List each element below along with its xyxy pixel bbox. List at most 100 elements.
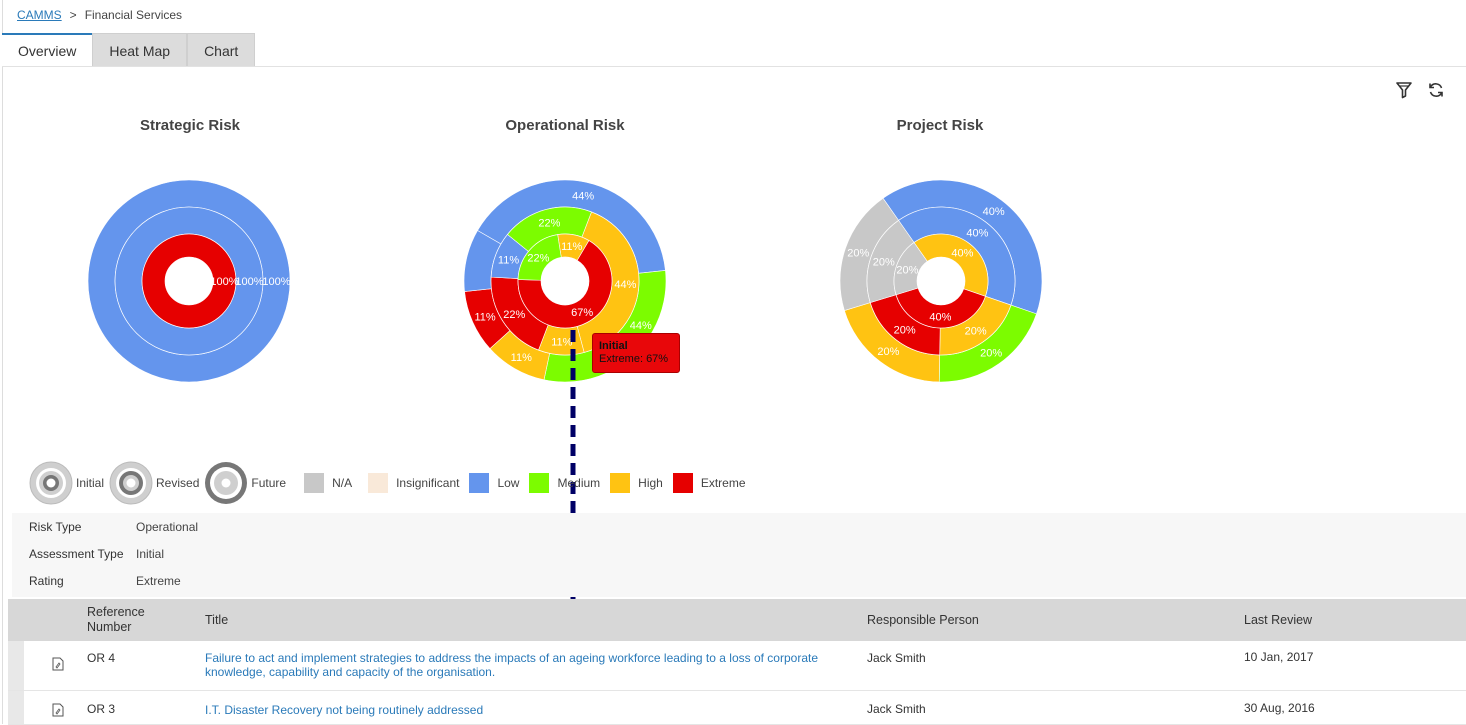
middle-ring-data-label: 20% xyxy=(894,324,916,336)
inner-ring-segment-medium[interactable] xyxy=(517,234,562,281)
inner-ring-data-label: 40% xyxy=(929,311,951,323)
legend-future-label: Future xyxy=(251,476,287,490)
ring-separator xyxy=(114,206,264,356)
filter-icon[interactable] xyxy=(1394,80,1414,100)
inner-ring-data-label: 100% xyxy=(210,276,238,288)
header-reference-line2: Number xyxy=(87,620,132,634)
filter-summary: Risk Type Operational Assessment Type In… xyxy=(12,513,1466,597)
tab-chart[interactable]: Chart xyxy=(187,33,256,67)
operational-risk-title: Operational Risk xyxy=(505,117,625,134)
inner-ring-data-label: 40% xyxy=(951,248,973,260)
row-title-line2: knowledge, capability and capacity of th… xyxy=(205,665,496,679)
table-row[interactable]: OR 3 I.T. Disaster Recovery not being ro… xyxy=(8,691,1466,725)
legend-na-label: N/A xyxy=(332,476,353,490)
filter-value: Extreme xyxy=(136,574,181,588)
high-swatch xyxy=(610,473,631,493)
outer-ring-data-label: 11% xyxy=(474,312,495,324)
middle-ring-data-label: 11% xyxy=(498,254,519,266)
legend-high-label: High xyxy=(638,476,663,490)
legend-extreme[interactable]: Extreme xyxy=(672,473,746,493)
legend-insignificant[interactable]: Insignificant xyxy=(368,473,459,493)
outer-ring-data-label: 44% xyxy=(630,320,652,332)
header-responsible-person[interactable]: Responsible Person xyxy=(867,613,979,627)
inner-ring-segment-extreme[interactable] xyxy=(517,240,613,329)
inner-ring-data-label: 22% xyxy=(527,253,549,265)
legend-medium[interactable]: Medium xyxy=(529,473,600,493)
inner-ring-segment-high[interactable] xyxy=(913,233,989,297)
project-risk-chart[interactable]: 40%20%20%20%40%20%20%20%40%40%20% xyxy=(839,179,1043,390)
low-swatch xyxy=(469,473,490,493)
middle-ring-data-label: 40% xyxy=(966,228,988,240)
row-title-link[interactable]: Failure to act and implement strategies … xyxy=(205,651,818,679)
filter-key: Risk Type xyxy=(29,520,82,534)
legend-na[interactable]: N/A xyxy=(304,473,352,493)
refresh-icon[interactable] xyxy=(1426,80,1446,100)
inner-ring-data-label: 11% xyxy=(561,241,582,253)
operational-risk-chart[interactable]: 44%44%11%11%44%11%22%11%22%11%67%22% xyxy=(463,179,667,390)
row-responsible-person: Jack Smith xyxy=(867,702,926,716)
strategic-risk-title: Strategic Risk xyxy=(139,117,241,134)
legend-low-label: Low xyxy=(497,476,520,490)
header-last-review[interactable]: Last Review xyxy=(1244,613,1313,627)
filter-value: Operational xyxy=(136,520,199,534)
middle-ring-data-label: 22% xyxy=(503,309,525,321)
na-swatch xyxy=(304,473,325,493)
middle-ring-data-label: 22% xyxy=(538,218,560,230)
filter-key: Rating xyxy=(29,574,64,588)
inner-ring-segment-extreme[interactable] xyxy=(141,233,237,329)
project-risk-title: Project Risk xyxy=(896,117,984,134)
legend-initial-label: Initial xyxy=(76,476,105,490)
header-title[interactable]: Title xyxy=(205,613,229,627)
legend-high[interactable]: High xyxy=(610,473,663,493)
breadcrumb: CAMMS > Financial Services xyxy=(17,8,182,22)
tooltip-title: Initial xyxy=(599,340,628,352)
document-icon[interactable] xyxy=(52,703,64,717)
tab-divider xyxy=(2,66,1466,67)
future-ring-icon xyxy=(205,462,248,504)
ring-separator xyxy=(517,233,613,329)
legend-low[interactable]: Low xyxy=(469,473,519,493)
row-title-link[interactable]: I.T. Disaster Recovery not being routine… xyxy=(205,703,483,717)
middle-ring-data-label: 20% xyxy=(873,256,895,268)
table-header: Reference Number Title Responsible Perso… xyxy=(8,599,1466,641)
middle-ring-data-label: 100% xyxy=(235,276,263,288)
row-last-review: 10 Jan, 2017 xyxy=(1244,650,1314,664)
legend-medium-label: Medium xyxy=(557,476,601,490)
ring-separator xyxy=(893,233,989,329)
row-last-review: 30 Aug, 2016 xyxy=(1244,701,1315,715)
row-reference: OR 4 xyxy=(87,651,116,665)
filter-value: Initial xyxy=(136,547,165,561)
tab-overview[interactable]: Overview xyxy=(2,33,93,67)
legend-insignificant-label: Insignificant xyxy=(396,476,460,490)
breadcrumb-current: Financial Services xyxy=(84,8,183,22)
outer-ring-data-label: 44% xyxy=(572,190,594,202)
table-row[interactable]: OR 4 Failure to act and implement strate… xyxy=(8,641,1466,691)
outer-ring-data-label: 20% xyxy=(847,248,869,260)
tab-bar: Overview Heat Map Chart xyxy=(2,33,256,67)
legend: Initial Revised Future N/A Insignificant… xyxy=(28,460,746,506)
tab-heat-map[interactable]: Heat Map xyxy=(92,33,188,67)
legend-initial[interactable]: Initial xyxy=(28,460,104,506)
middle-ring-data-label: 11% xyxy=(551,336,572,348)
chart-tooltip: Initial Extreme: 67% xyxy=(592,333,680,373)
middle-ring-data-label: 20% xyxy=(965,326,987,338)
inner-ring-data-label: 67% xyxy=(571,307,593,319)
medium-swatch xyxy=(529,473,550,493)
tooltip-text: Extreme: 67% xyxy=(599,353,669,365)
inner-ring-segment-extreme[interactable] xyxy=(895,287,986,329)
document-icon[interactable] xyxy=(52,657,64,671)
insignificant-swatch xyxy=(368,473,389,493)
header-reference-number[interactable]: Reference Number xyxy=(87,605,145,635)
legend-revised-label: Revised xyxy=(156,476,200,490)
breadcrumb-home-link[interactable]: CAMMS xyxy=(17,8,62,22)
inner-ring-segment-na[interactable] xyxy=(893,242,928,296)
initial-ring-icon xyxy=(29,461,73,505)
row-gutter xyxy=(8,641,24,690)
strategic-risk-chart[interactable]: 100%100%100% xyxy=(87,179,291,390)
legend-revised[interactable]: Revised xyxy=(108,460,199,506)
outer-ring-data-label: 100% xyxy=(262,276,290,288)
legend-future[interactable]: Future xyxy=(203,460,286,506)
legend-extreme-label: Extreme xyxy=(700,476,746,490)
revised-ring-icon xyxy=(109,461,153,505)
